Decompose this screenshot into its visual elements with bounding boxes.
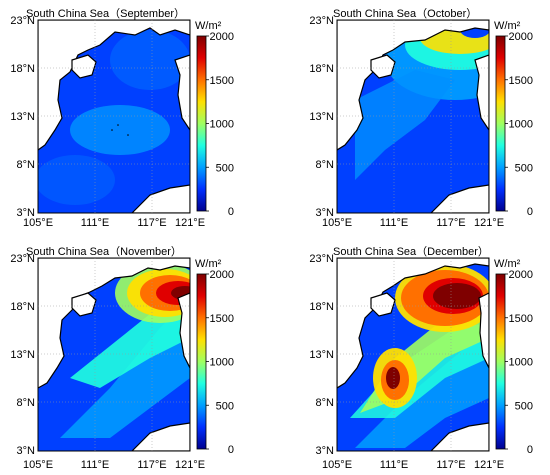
colorbar-tick-label: 1000 xyxy=(509,357,533,369)
lat-label: 18°N xyxy=(309,301,334,313)
lat-label: 3°N xyxy=(17,445,36,457)
colorbar xyxy=(196,35,207,212)
lat-label: 3°N xyxy=(316,207,335,219)
lon-label: 105°E xyxy=(322,459,352,471)
panel-title: South China Sea（September） xyxy=(26,8,185,20)
colorbar-tick-label: 1500 xyxy=(210,75,234,87)
lat-label: 8°N xyxy=(316,159,335,171)
lat-label: 18°N xyxy=(10,301,35,313)
colorbar xyxy=(196,273,207,450)
colorbar-unit-label: W/m² xyxy=(494,20,521,32)
lon-label: 111°E xyxy=(81,459,109,471)
panel-title: South China Sea（November） xyxy=(26,246,182,258)
lat-label: 13°N xyxy=(309,349,334,361)
lon-label: 105°E xyxy=(23,217,53,229)
colorbar-tick-label: 0 xyxy=(228,444,234,456)
colorbar xyxy=(495,35,506,212)
panel-title: South China Sea（December） xyxy=(333,246,489,258)
map-figure: 23°N 18°N 13°N 8°N 3°N 105°E 111°E 117°E… xyxy=(10,253,234,471)
lon-label: 111°E xyxy=(380,459,408,471)
map-panel-september: South China Sea（September） 23°N 18°N 13°… xyxy=(0,0,275,237)
colorbar-tick-label: 0 xyxy=(527,444,533,456)
lat-label: 18°N xyxy=(309,63,334,75)
colorbar-tick-label: 1000 xyxy=(210,357,234,369)
lon-label: 121°E xyxy=(175,217,205,229)
lat-label: 23°N xyxy=(309,15,334,27)
colorbar-tick-label: 500 xyxy=(216,162,234,174)
colorbar-tick-label: 500 xyxy=(515,162,533,174)
colorbar-tick-label: 1500 xyxy=(210,313,234,325)
colorbar-tick-label: 500 xyxy=(515,400,533,412)
map-figure: 23°N 18°N 13°N 8°N 3°N 105°E 111°E 117°E… xyxy=(309,253,533,471)
lon-label: 121°E xyxy=(474,217,504,229)
lon-label: 105°E xyxy=(23,459,53,471)
lon-label: 105°E xyxy=(322,217,352,229)
map-panel-december: South China Sea（December） 23°N xyxy=(275,238,550,475)
map-panel-november: South China Sea（November） 23°N 18°N 13°N xyxy=(0,238,275,475)
lon-label: 117°E xyxy=(137,459,166,471)
lon-label: 121°E xyxy=(175,459,205,471)
lon-label: 111°E xyxy=(380,217,408,229)
panel-title: South China Sea（October） xyxy=(333,8,478,20)
colorbar-unit-label: W/m² xyxy=(195,20,222,32)
colorbar-tick-label: 2000 xyxy=(210,269,234,281)
lat-label: 23°N xyxy=(309,253,334,265)
lat-label: 18°N xyxy=(10,63,35,75)
colorbar-tick-label: 0 xyxy=(228,206,234,218)
colorbar-unit-label: W/m² xyxy=(494,258,521,270)
colorbar-tick-label: 1000 xyxy=(210,119,234,131)
colorbar-tick-label: 1500 xyxy=(509,75,533,87)
colorbar-tick-label: 1000 xyxy=(509,119,533,131)
colorbar-tick-label: 2000 xyxy=(210,31,234,43)
colorbar-tick-label: 0 xyxy=(527,206,533,218)
colorbar-unit-label: W/m² xyxy=(195,258,222,270)
lat-label: 13°N xyxy=(10,349,35,361)
map-figure: 23°N 18°N 13°N 8°N 3°N 105°E 111°E 117°E… xyxy=(309,15,533,229)
lon-label: 117°E xyxy=(137,217,166,229)
lon-label: 117°E xyxy=(436,217,465,229)
lat-label: 3°N xyxy=(316,445,335,457)
lat-label: 13°N xyxy=(10,111,35,123)
lat-label: 23°N xyxy=(10,15,35,27)
lat-label: 23°N xyxy=(10,253,35,265)
lat-label: 3°N xyxy=(17,207,36,219)
colorbar xyxy=(495,273,506,450)
lat-label: 13°N xyxy=(309,111,334,123)
lat-label: 8°N xyxy=(17,397,36,409)
colorbar-tick-label: 1500 xyxy=(509,313,533,325)
colorbar-tick-label: 2000 xyxy=(509,31,533,43)
lon-label: 117°E xyxy=(436,459,465,471)
map-figure: 23°N 18°N 13°N 8°N 3°N 105°E 111°E 117°E… xyxy=(10,15,234,229)
lat-label: 8°N xyxy=(17,159,36,171)
colorbar-tick-label: 2000 xyxy=(509,269,533,281)
lon-label: 121°E xyxy=(474,459,504,471)
lon-label: 111°E xyxy=(81,217,109,229)
lat-label: 8°N xyxy=(316,397,335,409)
map-panel-october: South China Sea（October） 23°N 18°N 13°N … xyxy=(275,0,550,237)
colorbar-tick-label: 500 xyxy=(216,400,234,412)
